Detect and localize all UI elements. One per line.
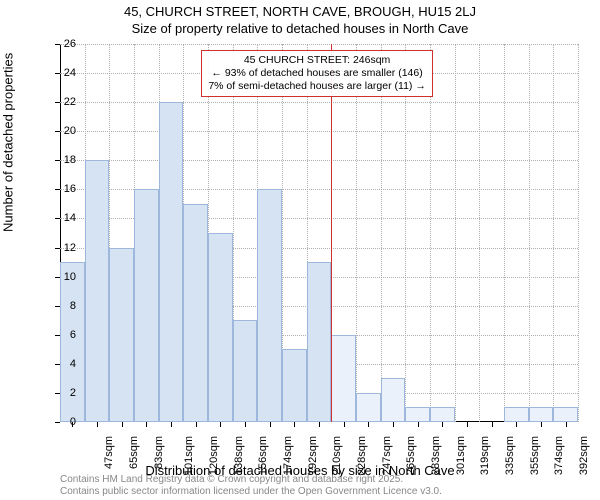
gridline-v bbox=[356, 44, 357, 422]
xtick-label: 47sqm bbox=[103, 436, 115, 469]
annotation-line: ← 93% of detached houses are smaller (14… bbox=[208, 67, 426, 80]
xtick-label: 156sqm bbox=[257, 436, 269, 475]
histogram-bar bbox=[159, 102, 184, 422]
xtick-mark bbox=[516, 422, 517, 427]
xtick-mark bbox=[368, 422, 369, 427]
title-sub: Size of property relative to detached ho… bbox=[0, 21, 600, 36]
property-annotation: 45 CHURCH STREET: 246sqm← 93% of detache… bbox=[201, 50, 433, 97]
ytick-label: 22 bbox=[56, 96, 76, 108]
ytick-label: 24 bbox=[56, 67, 76, 79]
xtick-mark bbox=[196, 422, 197, 427]
xtick-label: 374sqm bbox=[553, 436, 565, 475]
xtick-mark bbox=[171, 422, 172, 427]
ytick-label: 2 bbox=[56, 387, 76, 399]
xtick-label: 301sqm bbox=[455, 436, 467, 475]
histogram-bar bbox=[282, 349, 307, 422]
xtick-mark bbox=[319, 422, 320, 427]
gridline-v bbox=[430, 44, 431, 422]
gridline-v bbox=[504, 44, 505, 422]
xtick-label: 120sqm bbox=[208, 436, 220, 475]
xtick-mark bbox=[294, 422, 295, 427]
histogram-bar bbox=[233, 320, 258, 422]
y-axis-label: Number of detached properties bbox=[1, 53, 16, 232]
xtick-label: 192sqm bbox=[307, 436, 319, 475]
gridline-h bbox=[60, 160, 578, 161]
gridline-v bbox=[455, 44, 456, 422]
xtick-mark bbox=[270, 422, 271, 427]
ytick-label: 18 bbox=[56, 154, 76, 166]
ytick-label: 8 bbox=[56, 300, 76, 312]
xtick-mark bbox=[97, 422, 98, 427]
xtick-label: 138sqm bbox=[233, 436, 245, 475]
ytick-label: 4 bbox=[56, 358, 76, 370]
gridline-v bbox=[553, 44, 554, 422]
gridline-v bbox=[381, 44, 382, 422]
histogram-bar bbox=[307, 262, 332, 422]
gridline-v bbox=[529, 44, 530, 422]
histogram-bar bbox=[430, 407, 455, 422]
ytick-label: 10 bbox=[56, 271, 76, 283]
histogram-bar bbox=[134, 189, 159, 422]
histogram-bar bbox=[553, 407, 578, 422]
ytick-label: 6 bbox=[56, 329, 76, 341]
xtick-label: 174sqm bbox=[282, 436, 294, 475]
xtick-mark bbox=[393, 422, 394, 427]
xtick-mark bbox=[541, 422, 542, 427]
xtick-mark bbox=[220, 422, 221, 427]
histogram-bar bbox=[405, 407, 430, 422]
chart-container: 45, CHURCH STREET, NORTH CAVE, BROUGH, H… bbox=[0, 0, 600, 500]
histogram-bar bbox=[529, 407, 554, 422]
footer-line-2: Contains public sector information licen… bbox=[60, 486, 442, 498]
xtick-mark bbox=[146, 422, 147, 427]
xtick-mark bbox=[467, 422, 468, 427]
histogram-bar bbox=[85, 160, 110, 422]
histogram-bar bbox=[257, 189, 282, 422]
annotation-line: 7% of semi-detached houses are larger (1… bbox=[208, 80, 426, 93]
ytick-label: 20 bbox=[56, 125, 76, 137]
xtick-mark bbox=[122, 422, 123, 427]
xtick-mark bbox=[442, 422, 443, 427]
annotation-line: 45 CHURCH STREET: 246sqm bbox=[208, 54, 426, 67]
xtick-label: 319sqm bbox=[479, 436, 491, 475]
xtick-label: 83sqm bbox=[153, 436, 165, 469]
property-marker-line bbox=[331, 44, 332, 422]
gridline-v bbox=[578, 44, 579, 422]
histogram-bar bbox=[208, 233, 233, 422]
ytick-label: 16 bbox=[56, 183, 76, 195]
xtick-mark bbox=[344, 422, 345, 427]
histogram-bar bbox=[109, 248, 134, 422]
histogram-bar bbox=[356, 393, 381, 422]
ytick-label: 26 bbox=[56, 38, 76, 50]
xtick-label: 392sqm bbox=[578, 436, 590, 475]
xtick-label: 283sqm bbox=[430, 436, 442, 475]
xtick-label: 210sqm bbox=[331, 436, 343, 475]
xtick-label: 247sqm bbox=[381, 436, 393, 475]
gridline-v bbox=[479, 44, 480, 422]
footer-attribution: Contains HM Land Registry data © Crown c… bbox=[60, 474, 442, 498]
xtick-mark bbox=[566, 422, 567, 427]
histogram-bar bbox=[504, 407, 529, 422]
gridline-h bbox=[60, 44, 578, 45]
ytick-label: 0 bbox=[56, 416, 76, 428]
xtick-mark bbox=[492, 422, 493, 427]
histogram-bar bbox=[183, 204, 208, 422]
ytick-label: 14 bbox=[56, 212, 76, 224]
gridline-v bbox=[405, 44, 406, 422]
plot-area: 45 CHURCH STREET: 246sqm← 93% of detache… bbox=[60, 44, 578, 422]
xtick-label: 355sqm bbox=[529, 436, 541, 475]
title-main: 45, CHURCH STREET, NORTH CAVE, BROUGH, H… bbox=[0, 4, 600, 19]
histogram-bar bbox=[381, 378, 406, 422]
ytick-label: 12 bbox=[56, 242, 76, 254]
xtick-label: 335sqm bbox=[504, 436, 516, 475]
footer-line-1: Contains HM Land Registry data © Crown c… bbox=[60, 474, 442, 486]
xtick-label: 65sqm bbox=[128, 436, 140, 469]
xtick-label: 101sqm bbox=[183, 436, 195, 475]
histogram-bar bbox=[331, 335, 356, 422]
xtick-label: 228sqm bbox=[356, 436, 368, 475]
gridline-h bbox=[60, 131, 578, 132]
xtick-mark bbox=[245, 422, 246, 427]
xtick-mark bbox=[418, 422, 419, 427]
xtick-label: 265sqm bbox=[405, 436, 417, 475]
gridline-h bbox=[60, 102, 578, 103]
